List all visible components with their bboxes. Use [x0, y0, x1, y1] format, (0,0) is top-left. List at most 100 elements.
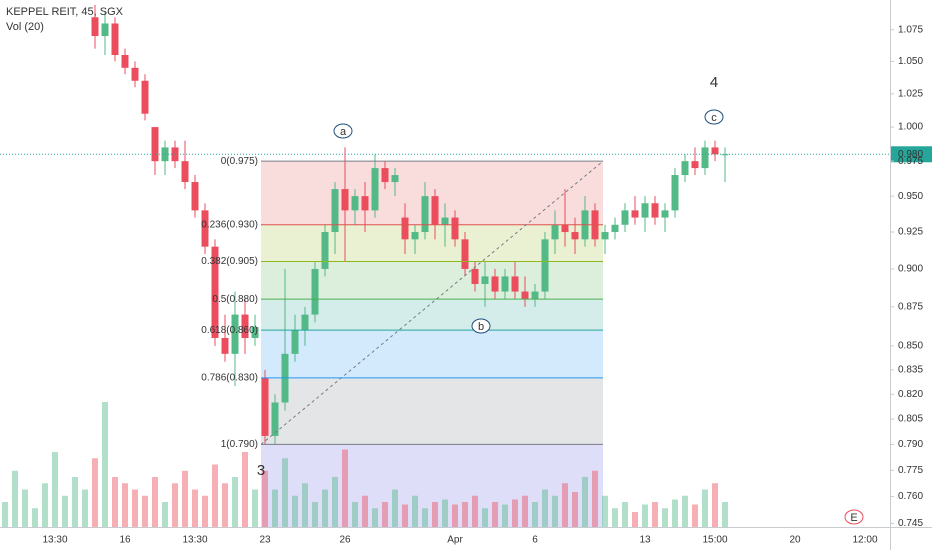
y-tick-label: 0.745 — [898, 518, 923, 529]
candle-body — [111, 23, 119, 56]
candle-body — [231, 314, 239, 354]
candle-body — [681, 161, 689, 176]
fib-label: 0.5(0.880) — [212, 294, 258, 305]
candle-body — [191, 182, 199, 211]
y-tick-label: 0.850 — [898, 341, 923, 352]
volume-bar — [62, 495, 68, 527]
y-tick-label: 0.900 — [898, 264, 923, 275]
volume-bar — [532, 502, 538, 527]
volume-bar — [362, 495, 368, 527]
candle-body — [601, 232, 609, 240]
volume-bar — [672, 499, 678, 527]
volume-bar — [212, 464, 218, 527]
candle-body — [421, 196, 429, 233]
volume-bar — [552, 495, 558, 527]
candle-body — [341, 189, 349, 211]
volume-bar — [472, 495, 478, 527]
y-tick-label: 0.805 — [898, 414, 923, 425]
volume-bar — [312, 502, 318, 527]
candle-body — [541, 239, 549, 292]
volume-bar — [482, 508, 488, 527]
candle-body — [701, 147, 709, 169]
x-tick-label: 12:00 — [852, 535, 877, 546]
candle-body — [631, 210, 639, 218]
y-tick-label: 0.975 — [898, 156, 923, 167]
y-tick-label: 0.950 — [898, 191, 923, 202]
volume-bar — [142, 495, 148, 527]
candle-body — [521, 291, 529, 300]
candle-body — [101, 23, 109, 37]
volume-bar — [82, 489, 88, 527]
x-tick-label: 26 — [339, 535, 351, 546]
y-tick-label: 0.835 — [898, 364, 923, 375]
y-tick-label: 0.760 — [898, 491, 923, 502]
fib-label: 0(0.975) — [221, 156, 258, 167]
x-tick-label: Apr — [447, 535, 463, 546]
volume-bar — [182, 470, 188, 527]
volume-bar — [92, 458, 98, 527]
volume-bar — [152, 477, 158, 527]
candle-body — [401, 217, 409, 240]
y-tick-label: 0.925 — [898, 227, 923, 238]
volume-bar — [372, 508, 378, 527]
y-tick-label: 0.775 — [898, 465, 923, 476]
candle-body — [141, 80, 149, 114]
volume-bar — [302, 483, 308, 527]
volume-bar — [432, 502, 438, 527]
volume-bar — [522, 495, 528, 527]
volume-bar — [252, 489, 258, 527]
volume-bar — [222, 483, 228, 527]
y-tick-label: 0.875 — [898, 301, 923, 312]
candle-body — [301, 314, 309, 331]
fib-trend — [260, 160, 604, 445]
volume-bar — [352, 502, 358, 527]
x-tick-label: 13 — [639, 535, 651, 546]
candle-body — [721, 154, 729, 156]
candle-body — [361, 196, 369, 211]
candle-body — [551, 224, 559, 240]
candle-body — [131, 67, 139, 81]
volume-bar — [612, 508, 618, 527]
candle-body — [411, 232, 419, 240]
volume-bar — [202, 495, 208, 527]
annotation: a — [340, 126, 347, 138]
volume-bar — [112, 477, 118, 527]
candle-body — [451, 217, 459, 240]
volume-bar — [12, 470, 18, 527]
annotation-circle — [844, 509, 864, 525]
annotation-circle — [704, 109, 724, 125]
candle-body — [261, 377, 269, 436]
fib-label: 1(0.790) — [221, 439, 258, 450]
volume-bar — [412, 495, 418, 527]
volume-bar — [462, 502, 468, 527]
x-tick-label: 16 — [119, 535, 131, 546]
volume-bar — [562, 483, 568, 527]
y-tick-label: 1.050 — [898, 56, 923, 67]
candle-body — [491, 276, 499, 292]
fib-zone — [261, 377, 603, 445]
volume-bar — [622, 502, 628, 527]
volume-bar — [192, 489, 198, 527]
candle-body — [151, 127, 159, 162]
annotation: 3 — [257, 462, 265, 479]
fib-label: 0.786(0.830) — [201, 373, 258, 384]
volume-bar — [712, 483, 718, 527]
annotation-circle — [333, 123, 353, 139]
candle-body — [391, 175, 399, 183]
chart-title: KEPPEL REIT, 45, SGX — [6, 6, 124, 18]
volume-bar — [232, 477, 238, 527]
candle-body — [311, 268, 319, 315]
volume-bar — [722, 502, 728, 527]
volume-bar — [332, 477, 338, 527]
y-tick-label: 0.820 — [898, 389, 923, 400]
fib-zone — [261, 444, 603, 527]
candle-body — [251, 327, 259, 338]
last-price-box — [891, 146, 932, 163]
x-tick-label: 15:00 — [702, 535, 727, 546]
candle-body — [461, 239, 469, 269]
candle-body — [331, 189, 339, 233]
candle-body — [621, 210, 629, 225]
volume-bar — [442, 499, 448, 527]
volume-bar — [582, 477, 588, 527]
